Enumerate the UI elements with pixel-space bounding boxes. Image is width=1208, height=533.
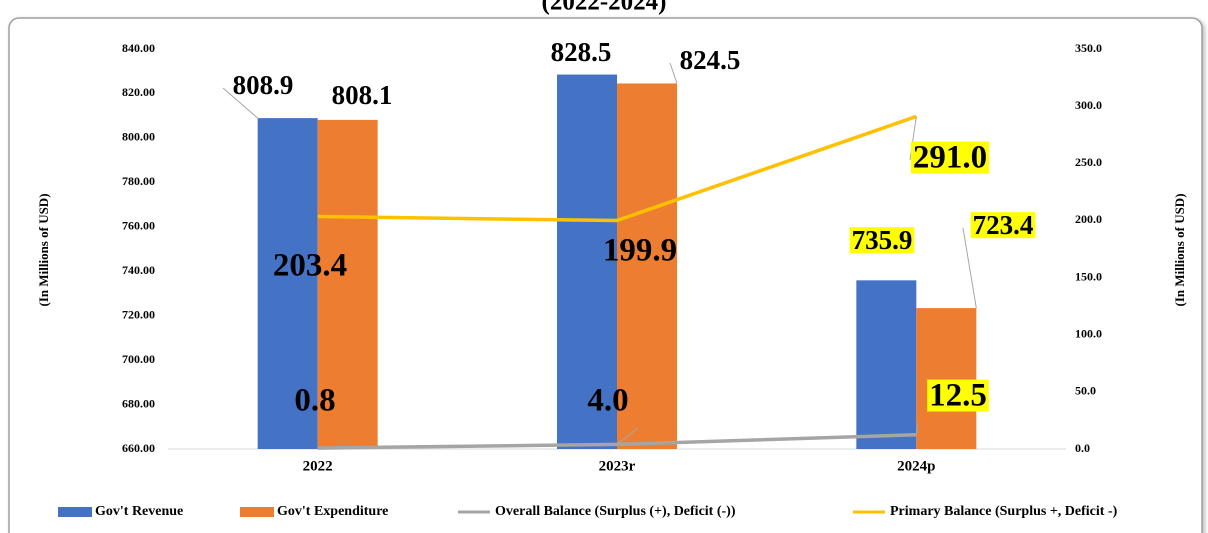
data-label-highlight xyxy=(910,141,990,174)
data-label: 4.0 xyxy=(587,383,628,419)
data-label-highlight xyxy=(927,379,989,412)
legend-label: Overall Balance (Surplus (+), Deficit (-… xyxy=(495,504,736,519)
y-tick-label: 800.00 xyxy=(122,130,155,144)
bar xyxy=(317,119,378,449)
data-label: 723.4 xyxy=(973,210,1034,240)
legend-label: Gov't Revenue xyxy=(95,504,183,519)
y2-tick-label: 300.0 xyxy=(1075,98,1102,112)
data-label: 735.9 xyxy=(852,225,913,255)
legend-label: Gov't Expenditure xyxy=(277,504,388,519)
line-series xyxy=(317,432,917,450)
leader-line xyxy=(222,87,258,119)
y-tick-label: 760.00 xyxy=(122,219,155,233)
y-tick-label: 740.00 xyxy=(122,263,155,277)
y2-tick-label: 200.0 xyxy=(1075,212,1102,226)
data-label: 0.8 xyxy=(294,383,335,419)
legend-swatch xyxy=(58,507,92,517)
leader-line xyxy=(962,227,977,309)
y2-tick-label: 50.0 xyxy=(1075,384,1096,398)
line-series xyxy=(317,114,917,223)
y2-tick-label: 0.0 xyxy=(1075,441,1090,455)
data-label: 824.5 xyxy=(680,45,741,75)
y2-tick-label: 100.0 xyxy=(1075,326,1102,340)
bar xyxy=(257,118,318,449)
bar xyxy=(856,280,917,449)
x-tick-label: 2023r xyxy=(599,458,636,474)
y2-tick-label: 150.0 xyxy=(1075,269,1102,283)
y-tick-label: 820.00 xyxy=(122,85,155,99)
x-tick-label: 2022 xyxy=(303,458,333,474)
data-label: 12.5 xyxy=(929,378,987,414)
bar xyxy=(916,308,977,449)
y-tick-label: 660.00 xyxy=(122,441,155,455)
y-axis-title: (In Millions of USD) xyxy=(36,193,51,306)
data-label-highlight xyxy=(849,227,915,254)
legend-swatch xyxy=(240,507,274,517)
data-label-highlight xyxy=(970,212,1036,239)
y2-axis-title: (In Millions of USD) xyxy=(1172,193,1187,306)
leader-line xyxy=(669,62,678,84)
y2-tick-label: 350.0 xyxy=(1075,41,1102,55)
y-tick-label: 700.00 xyxy=(122,352,155,366)
bar xyxy=(617,83,677,449)
data-label: 199.9 xyxy=(603,233,677,269)
y2-tick-label: 250.0 xyxy=(1075,155,1102,169)
leader-line xyxy=(616,427,639,445)
y-tick-label: 840.00 xyxy=(122,41,155,55)
x-tick-label: 2024p xyxy=(897,458,935,474)
y-tick-label: 720.00 xyxy=(122,307,155,321)
data-label: 808.1 xyxy=(332,80,393,110)
data-label: 828.5 xyxy=(551,37,612,67)
chart-title: (2022-2024) xyxy=(542,0,667,16)
y-tick-label: 680.00 xyxy=(122,396,155,410)
legend-label: Primary Balance (Surplus +, Deficit -) xyxy=(890,504,1118,519)
bar xyxy=(557,74,617,450)
data-label: 291.0 xyxy=(913,140,987,176)
data-label: 808.9 xyxy=(233,70,294,100)
leader-line xyxy=(915,422,919,435)
y-tick-label: 780.00 xyxy=(122,174,155,188)
data-label: 203.4 xyxy=(273,248,347,284)
